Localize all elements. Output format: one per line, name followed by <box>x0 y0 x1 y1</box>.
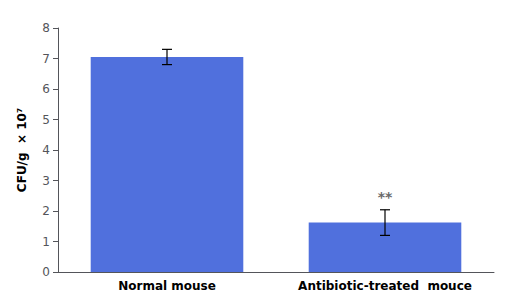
svg-text:3: 3 <box>42 174 50 188</box>
svg-text:0: 0 <box>42 265 50 279</box>
svg-text:5: 5 <box>42 113 50 127</box>
svg-text:Normal mouse: Normal mouse <box>118 279 216 293</box>
svg-text:2: 2 <box>42 204 50 218</box>
svg-text:CFU/g × 10⁷: CFU/g × 10⁷ <box>15 108 29 192</box>
svg-text:1: 1 <box>42 235 50 249</box>
svg-text:**: ** <box>378 189 393 205</box>
svg-text:4: 4 <box>42 143 50 157</box>
svg-text:8: 8 <box>42 21 50 35</box>
svg-text:7: 7 <box>42 52 50 66</box>
svg-text:Antibiotic-treated mouce: Antibiotic-treated mouce <box>298 279 472 293</box>
svg-text:6: 6 <box>42 82 50 96</box>
